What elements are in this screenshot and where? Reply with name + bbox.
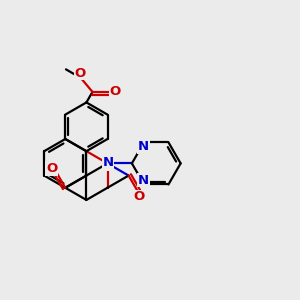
Text: O: O: [102, 158, 113, 170]
Text: O: O: [134, 190, 145, 203]
Text: N: N: [138, 174, 149, 187]
Text: N: N: [138, 140, 149, 153]
Text: O: O: [109, 85, 121, 98]
Text: O: O: [46, 162, 57, 175]
Text: O: O: [74, 67, 86, 80]
Text: N: N: [103, 156, 114, 169]
